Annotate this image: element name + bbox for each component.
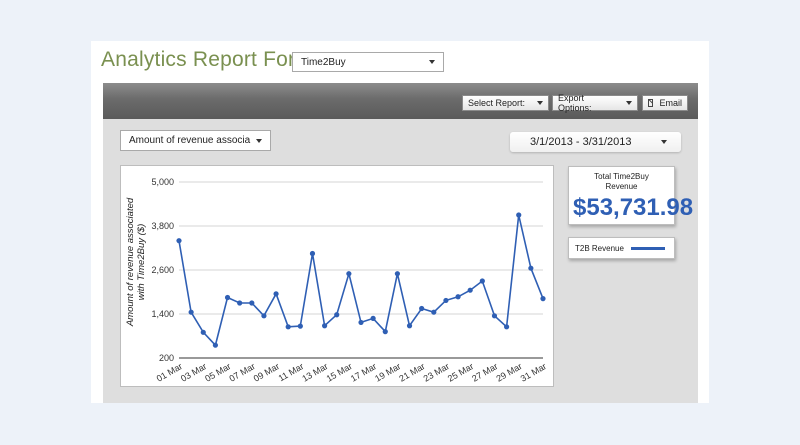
x-tick-label: 01 Mar <box>155 361 184 384</box>
data-point <box>285 324 291 330</box>
x-tick-label: 07 Mar <box>228 361 257 384</box>
x-tick-label: 29 Mar <box>494 361 523 384</box>
y-tick-label: 1,400 <box>151 309 174 319</box>
toolbar: Select Report: Export Options: Email <box>103 83 698 119</box>
y-tick-label: 5,000 <box>151 177 174 187</box>
x-tick-label: 31 Mar <box>519 361 548 384</box>
data-point <box>406 323 413 329</box>
data-point <box>504 324 510 330</box>
x-tick-label: 05 Mar <box>203 361 232 384</box>
site-select-value: Time2Buy <box>301 56 346 68</box>
x-tick-label: 23 Mar <box>422 361 451 384</box>
date-range-picker[interactable]: 3/1/2013 - 3/31/2013 <box>510 132 681 152</box>
y-tick-label: 2,600 <box>151 265 174 275</box>
data-point <box>273 291 279 297</box>
x-tick-label: 19 Mar <box>373 361 402 384</box>
data-point <box>188 309 194 315</box>
data-point <box>443 297 449 304</box>
y-axis-label: Amount of revenue associatedwith Time2Bu… <box>125 197 147 327</box>
x-tick-label: 11 Mar <box>277 361 306 383</box>
x-tick-label: 03 Mar <box>179 361 208 384</box>
x-tick-label: 27 Mar <box>470 361 499 384</box>
data-point <box>394 271 400 277</box>
data-point <box>261 313 267 319</box>
metric-select-value: Amount of revenue associa <box>129 135 251 146</box>
data-point <box>516 212 522 218</box>
data-point <box>346 271 352 277</box>
total-revenue-label: Total Time2Buy Revenue <box>594 172 649 191</box>
data-point <box>382 329 388 335</box>
data-point <box>431 309 437 315</box>
data-point <box>212 342 218 348</box>
metric-select[interactable]: Amount of revenue associa <box>120 130 271 151</box>
chevron-down-icon <box>661 140 667 144</box>
data-point <box>176 238 182 244</box>
select-report-label: Select Report: <box>468 98 526 108</box>
select-report-dropdown[interactable]: Select Report: <box>462 95 549 111</box>
total-revenue-value: $53,731.98 <box>573 194 694 221</box>
data-point <box>455 294 461 300</box>
date-range-value: 3/1/2013 - 3/31/2013 <box>530 136 632 148</box>
chevron-down-icon <box>256 138 262 143</box>
data-point <box>322 323 328 329</box>
data-point <box>491 313 498 319</box>
data-point <box>528 265 534 271</box>
data-point <box>224 294 231 301</box>
export-options-label: Export Options: <box>558 93 592 113</box>
x-tick-label: 17 Mar <box>349 361 378 384</box>
data-point <box>467 287 473 293</box>
data-point <box>249 300 255 306</box>
legend-swatch <box>630 246 665 250</box>
data-point <box>370 315 376 321</box>
x-tick-label: 13 Mar <box>300 361 329 384</box>
data-point <box>358 319 364 326</box>
email-label: Email <box>659 98 682 108</box>
x-tick-label: 15 Mar <box>325 361 354 384</box>
data-point <box>334 312 340 318</box>
data-point <box>419 305 425 312</box>
y-tick-label: 3,800 <box>151 221 174 231</box>
data-point <box>309 250 316 257</box>
x-tick-label: 25 Mar <box>446 361 475 384</box>
report-panel: Analytics Report For: Time2Buy Select Re… <box>91 41 709 403</box>
x-tick-label: 21 Mar <box>397 361 426 384</box>
data-point <box>237 300 243 306</box>
revenue-chart: 5,000 3,800 2,600 1,400 200 01 Mar 03 Mar 05 Ma… <box>120 165 554 387</box>
chevron-down-icon <box>626 101 632 105</box>
envelope-icon <box>648 99 654 107</box>
data-point <box>479 278 485 284</box>
chart-legend: T2B Revenue <box>568 237 675 259</box>
site-select[interactable]: Time2Buy <box>292 52 444 72</box>
email-button[interactable]: Email <box>642 95 688 111</box>
total-revenue-card: Total Time2Buy Revenue $53,731.98 <box>568 166 694 225</box>
page-title: Analytics Report For: <box>101 48 302 71</box>
data-point <box>297 323 303 329</box>
chevron-down-icon <box>537 101 543 105</box>
export-options-dropdown[interactable]: Export Options: <box>552 93 638 113</box>
x-tick-label: 09 Mar <box>252 361 281 384</box>
chevron-down-icon <box>429 60 435 64</box>
data-point <box>200 329 206 335</box>
data-point <box>540 296 546 302</box>
legend-label: T2B Revenue <box>575 243 624 253</box>
series-line <box>178 214 544 347</box>
y-tick-label: 200 <box>159 353 174 363</box>
report-content: Amount of revenue associa 3/1/2013 - 3/3… <box>103 119 698 403</box>
